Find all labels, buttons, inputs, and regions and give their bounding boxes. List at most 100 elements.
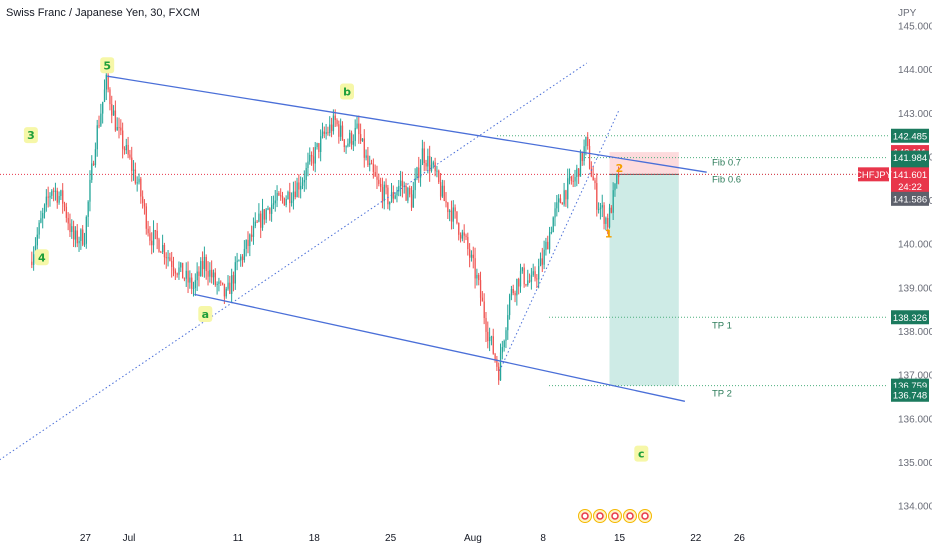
- candle: [570, 176, 573, 181]
- candle: [216, 283, 218, 285]
- candle: [405, 186, 407, 201]
- candle: [563, 190, 565, 205]
- candle: [445, 200, 447, 203]
- candle: [478, 274, 480, 281]
- x-tick-label: 18: [309, 533, 321, 544]
- wave-label: 2: [616, 162, 624, 175]
- candle: [494, 353, 496, 360]
- candle: [358, 123, 360, 135]
- candle: [129, 154, 131, 158]
- candle: [323, 131, 325, 134]
- candle: [307, 161, 309, 168]
- candle: [363, 138, 365, 158]
- stop-loss-zone: [609, 152, 679, 175]
- candle: [392, 192, 395, 199]
- candle: [398, 185, 400, 192]
- candle: [80, 229, 82, 241]
- wave-label-bg: [100, 57, 115, 74]
- candle: [383, 184, 385, 202]
- candle: [572, 180, 574, 182]
- candle: [111, 104, 113, 116]
- candle: [118, 127, 120, 129]
- candle: [201, 261, 204, 270]
- wave-label: c: [638, 448, 645, 461]
- candle: [49, 195, 51, 198]
- candle: [527, 280, 529, 285]
- y-tick-label: 134.000: [898, 502, 932, 513]
- x-tick-label: 22: [690, 533, 702, 544]
- candle: [370, 163, 373, 165]
- candle: [149, 233, 151, 241]
- candle: [305, 167, 307, 180]
- price-tag-label: 141.984: [893, 153, 927, 164]
- candle: [191, 277, 193, 289]
- candle: [552, 217, 554, 233]
- candle: [209, 269, 211, 277]
- candle: [207, 271, 209, 277]
- candle: [429, 155, 431, 171]
- x-tick-label: Aug: [464, 533, 482, 544]
- candle: [100, 113, 102, 126]
- candle: [91, 163, 93, 180]
- candle: [31, 261, 33, 265]
- candle: [450, 210, 453, 222]
- candle: [316, 143, 318, 148]
- level-label: Fib 0.6: [712, 174, 741, 185]
- candle: [238, 260, 240, 262]
- candle: [120, 127, 122, 131]
- candle: [92, 163, 95, 166]
- candle: [432, 162, 434, 165]
- wave-label: 5: [103, 59, 111, 72]
- candle: [336, 120, 338, 125]
- candle: [152, 230, 155, 246]
- candle: [87, 201, 89, 217]
- candle: [474, 258, 476, 279]
- candle: [489, 337, 491, 342]
- wave-label-bg: [23, 127, 38, 144]
- lower-channel-line: [194, 293, 686, 402]
- candle: [178, 267, 180, 275]
- candle: [78, 240, 80, 244]
- currency-label: JPY: [898, 8, 917, 19]
- candle: [62, 190, 64, 204]
- candle: [605, 217, 607, 224]
- candle: [414, 178, 416, 191]
- candle: [183, 278, 186, 280]
- dotted-trend-line: [0, 62, 588, 461]
- candle: [167, 257, 169, 259]
- candle: [154, 230, 157, 232]
- candle: [394, 195, 396, 199]
- candle: [162, 245, 164, 252]
- candle: [151, 240, 153, 246]
- event-icon-dot: [611, 512, 619, 520]
- trendlines-layer[interactable]: [0, 62, 707, 475]
- candle: [147, 228, 149, 234]
- candle: [603, 205, 605, 224]
- candle: [538, 266, 540, 280]
- price-tag-label: 136.748: [893, 390, 927, 401]
- candle: [51, 190, 53, 196]
- wave-labels-layer: 5 3 4 b a 1 2 c: [23, 57, 649, 462]
- candle: [447, 202, 449, 213]
- y-tick-label: 136.000: [898, 414, 932, 425]
- candle: [251, 234, 253, 237]
- candle: [109, 89, 111, 105]
- candle: [96, 125, 98, 150]
- event-icon-dot: [641, 512, 649, 520]
- candle: [350, 132, 353, 145]
- candle: [180, 262, 182, 268]
- candle: [105, 74, 107, 90]
- candle: [269, 208, 271, 214]
- candle: [341, 125, 344, 140]
- candle: [545, 241, 547, 250]
- candle: [103, 89, 106, 102]
- candle: [134, 169, 137, 184]
- wave-label-bg: [198, 306, 213, 323]
- candle: [256, 221, 258, 223]
- price-tag-label: 141.601: [893, 170, 927, 181]
- symbol-tag-label: CHFJPY: [855, 170, 893, 181]
- candle: [548, 232, 551, 250]
- candle: [434, 162, 436, 172]
- candle: [165, 257, 167, 259]
